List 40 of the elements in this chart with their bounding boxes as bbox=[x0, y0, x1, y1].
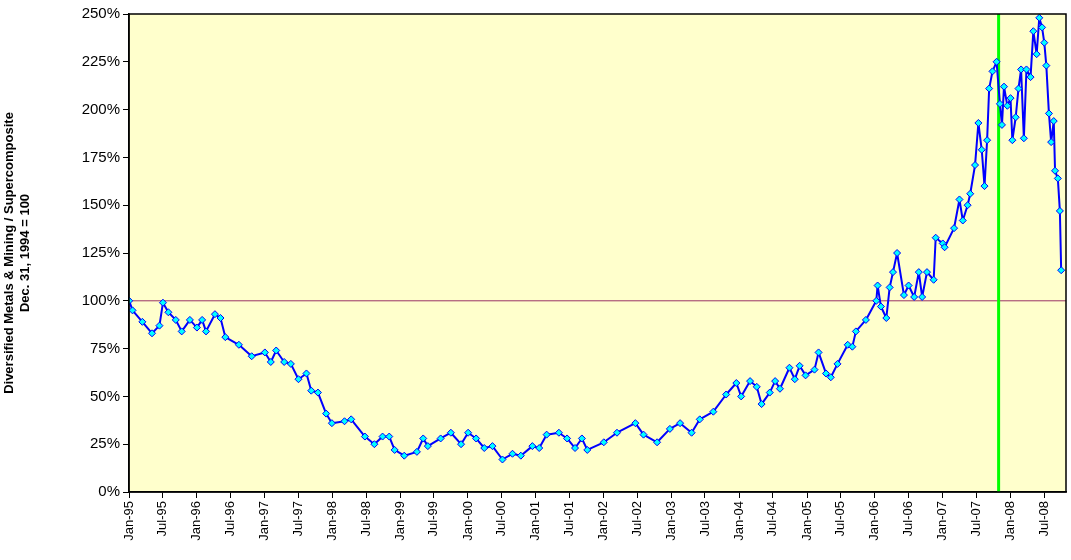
x-tick-label: Jan-02 bbox=[595, 501, 611, 541]
y-tick-label: 250% bbox=[81, 4, 120, 22]
x-tick-label: Jan-03 bbox=[662, 501, 678, 541]
x-tick-label: Jan-07 bbox=[934, 501, 950, 541]
x-tick-label: Jan-99 bbox=[391, 501, 407, 541]
x-tick-label: Jan-98 bbox=[324, 501, 340, 541]
x-tick-label: Jul-97 bbox=[289, 501, 305, 537]
y-tick-label: 175% bbox=[81, 147, 120, 165]
y-tick-label: 0% bbox=[98, 482, 120, 500]
x-tick-label: Jul-06 bbox=[899, 501, 915, 537]
y-tick-label: 200% bbox=[81, 99, 120, 117]
x-tick-label: Jul-98 bbox=[357, 501, 373, 537]
y-tick-label: 50% bbox=[89, 386, 120, 404]
x-tick-label: Jan-08 bbox=[1001, 501, 1017, 541]
x-tick-label: Jan-06 bbox=[866, 501, 882, 541]
x-tick-label: Jan-95 bbox=[120, 501, 136, 541]
x-tick-label: Jan-00 bbox=[459, 501, 475, 541]
x-tick-label: Jul-04 bbox=[764, 501, 780, 537]
x-tick-label: Jan-05 bbox=[798, 501, 814, 541]
x-tick-label: Jul-07 bbox=[967, 501, 983, 537]
x-tick-label: Jan-96 bbox=[188, 501, 204, 541]
y-tick-label: 100% bbox=[81, 290, 120, 308]
y-tick-label: 150% bbox=[81, 195, 120, 213]
x-tick-label: Jul-02 bbox=[628, 501, 644, 537]
x-tick-label: Jul-00 bbox=[493, 501, 509, 537]
y-axis-title: Diversified Metals & Mining / Supercomposite Dec. 31, 1994 = 100 bbox=[1, 112, 32, 394]
y-tick-label: 25% bbox=[89, 434, 120, 452]
x-tick-label: Jul-99 bbox=[425, 501, 441, 537]
x-tick-label: Jul-05 bbox=[832, 501, 848, 537]
x-tick-label: Jul-95 bbox=[154, 501, 170, 537]
x-tick-label: Jul-08 bbox=[1035, 501, 1051, 537]
y-tick-label: 75% bbox=[89, 338, 120, 356]
x-tick-label: Jul-96 bbox=[222, 501, 238, 537]
x-tick-label: Jan-97 bbox=[256, 501, 272, 541]
y-tick-label: 125% bbox=[81, 243, 120, 261]
y-tick-label: 225% bbox=[81, 51, 120, 69]
x-tick-label: Jan-04 bbox=[730, 501, 746, 541]
x-tick-label: Jul-03 bbox=[696, 501, 712, 537]
x-tick-label: Jul-01 bbox=[561, 501, 577, 537]
x-tick-label: Jan-01 bbox=[527, 501, 543, 541]
